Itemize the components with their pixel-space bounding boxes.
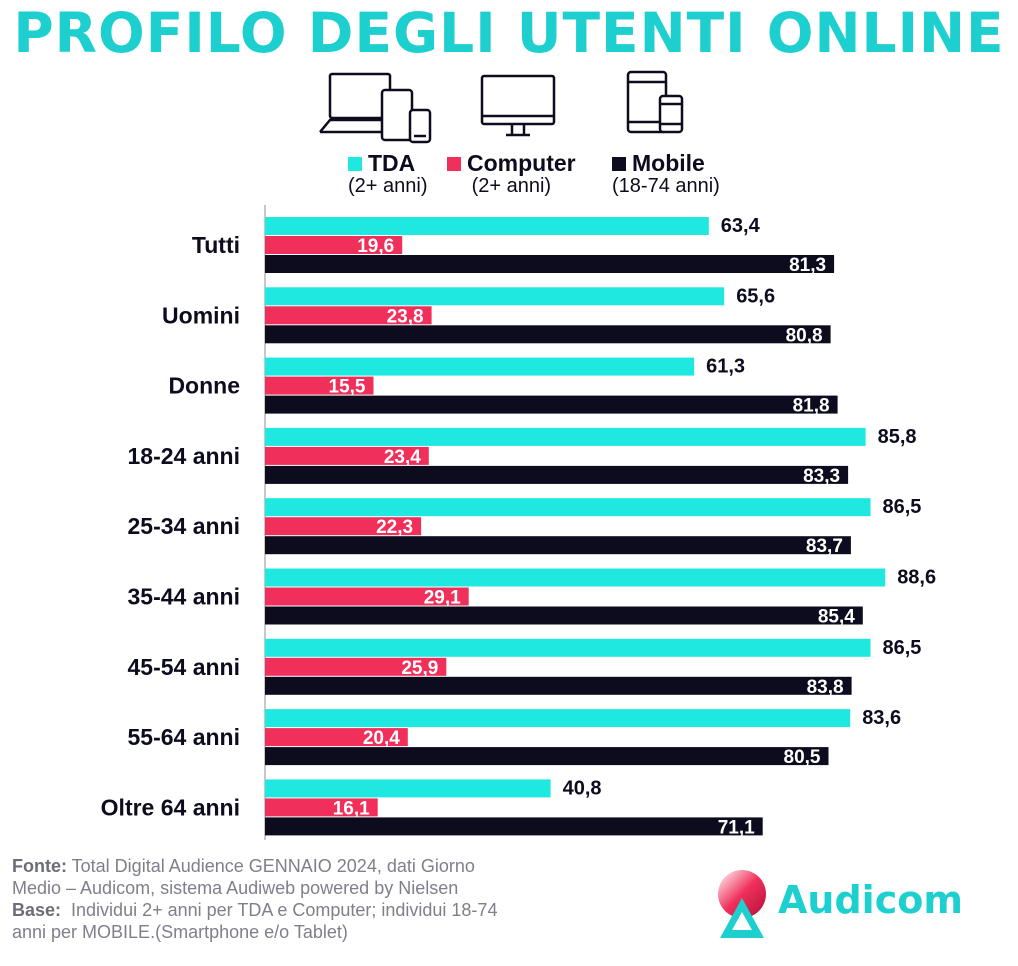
data-label-tda: 85,8	[878, 426, 917, 448]
bar-mobile	[265, 465, 849, 484]
bar-computer	[265, 306, 432, 325]
bar-mobile	[265, 817, 763, 836]
category-label: 25-34 anni	[128, 513, 241, 539]
data-label-tda: 88,6	[897, 567, 936, 589]
legend-label: Computer	[467, 150, 576, 176]
bar-tda	[265, 427, 866, 446]
bar-computer	[265, 376, 374, 395]
fonte-text-1: Total Digital Audience GENNAIO 2024, dat…	[66, 856, 475, 876]
data-label-mobile: 80,8	[786, 325, 823, 346]
data-label-computer: 19,6	[357, 236, 394, 257]
bar-computer	[265, 236, 403, 254]
data-label-mobile: 83,3	[803, 466, 840, 487]
data-label-computer: 29,1	[424, 588, 461, 609]
category-label: Oltre 64 anni	[101, 794, 240, 820]
bar-tda	[265, 568, 886, 587]
base-label: Base:	[12, 900, 62, 920]
data-label-mobile: 83,8	[807, 677, 844, 698]
data-label-mobile: 80,5	[784, 747, 821, 768]
data-label-mobile: 83,7	[806, 536, 843, 557]
data-label-tda: 65,6	[736, 285, 775, 307]
category-label: Uomini	[162, 302, 240, 328]
bar-mobile	[265, 747, 829, 766]
data-label-tda: 83,6	[862, 707, 901, 729]
bar-mobile	[265, 255, 835, 273]
data-label-computer: 20,4	[363, 728, 400, 749]
bar-tda	[265, 217, 709, 235]
footer-note: Fonte: Total Digital Audience GENNAIO 20…	[12, 855, 572, 943]
bar-computer	[265, 446, 429, 465]
data-label-tda: 86,5	[883, 637, 922, 659]
category-label: 45-54 anni	[128, 654, 241, 680]
fonte-label: Fonte:	[12, 856, 67, 876]
page-title: PROFILO DEGLI UTENTI ONLINE	[13, 1, 1005, 65]
data-label-computer: 16,1	[333, 798, 370, 819]
data-label-mobile: 71,1	[718, 817, 755, 838]
data-label-tda: 40,8	[563, 777, 602, 799]
data-label-mobile: 81,3	[789, 255, 826, 276]
category-label: Tutti	[192, 232, 240, 258]
bar-mobile	[265, 536, 851, 555]
data-label-tda: 63,4	[721, 215, 761, 237]
legend-sublabel: (18-74 anni)	[612, 175, 720, 197]
bar-computer	[265, 657, 447, 676]
device-icons	[319, 70, 684, 144]
legend-swatch-computer	[447, 156, 461, 171]
bar-computer	[265, 517, 422, 536]
bar-tda	[265, 638, 871, 657]
data-label-computer: 22,3	[376, 517, 413, 538]
category-label: Donne	[168, 373, 240, 399]
bar-mobile	[265, 325, 831, 344]
bar-mobile	[265, 395, 838, 414]
audicom-logo: Audicom	[712, 868, 963, 940]
data-label-tda: 61,3	[706, 356, 745, 378]
legend-label: Mobile	[632, 150, 705, 176]
category-label: 18-24 anni	[128, 443, 241, 469]
fonte-text-2: Medio – Audicom, sistema Audiweb powered…	[12, 878, 459, 898]
data-label-computer: 15,5	[329, 377, 366, 398]
data-label-computer: 23,4	[384, 447, 421, 468]
bar-chart: Tutti 63,4 19,6 81,3 Uomini 65,6 23,8 80,8 Donne…	[101, 205, 936, 840]
legend-swatch-mobile	[612, 156, 626, 171]
audicom-logo-text: Audicom	[778, 878, 963, 922]
bar-computer	[265, 587, 469, 606]
base-text-1: Individui 2+ anni per TDA e Computer; in…	[61, 900, 498, 920]
bar-tda	[265, 287, 725, 306]
legend-label: TDA	[368, 150, 416, 176]
bar-computer	[265, 798, 378, 817]
audicom-logo-mark	[718, 870, 766, 938]
laptop-tablet-phone-icon	[319, 72, 432, 144]
bar-computer	[265, 728, 408, 747]
bar-tda	[265, 498, 871, 517]
bar-mobile	[265, 676, 852, 695]
legend-swatch-tda	[348, 156, 362, 171]
legend-tda: TDA (2+ anni)	[348, 150, 428, 200]
data-label-tda: 86,5	[883, 496, 922, 518]
data-label-mobile: 81,8	[793, 396, 830, 417]
legend-sublabel: (2+ anni)	[348, 175, 428, 197]
bar-mobile	[265, 606, 863, 625]
base-text-2: anni per MOBILE.(Smartphone e/o Tablet)	[12, 922, 348, 942]
category-label: 35-44 anni	[128, 584, 241, 610]
legend-sublabel: (2+ anni)	[471, 175, 552, 197]
data-label-computer: 25,9	[401, 658, 438, 679]
bar-tda	[265, 709, 851, 728]
bar-tda	[265, 779, 551, 798]
bar-tda	[265, 357, 695, 376]
category-label: 55-64 anni	[128, 724, 241, 750]
tablet-phone-icon	[626, 70, 684, 134]
data-label-computer: 23,8	[387, 306, 424, 327]
legend-computer: Computer (2+ anni)	[447, 150, 576, 200]
legend-mobile: Mobile (18-74 anni)	[612, 150, 720, 200]
data-label-mobile: 85,4	[818, 607, 855, 628]
monitor-icon	[480, 74, 556, 137]
